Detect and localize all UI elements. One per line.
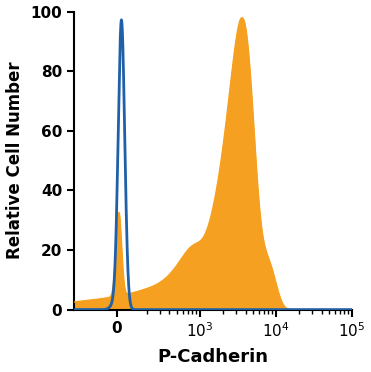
X-axis label: P-Cadherin: P-Cadherin (157, 349, 269, 366)
Y-axis label: Relative Cell Number: Relative Cell Number (6, 62, 23, 259)
